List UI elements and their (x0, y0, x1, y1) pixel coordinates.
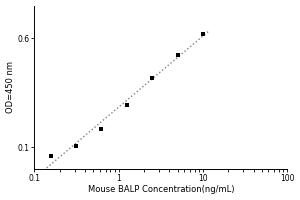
Y-axis label: OD=450 nm: OD=450 nm (6, 61, 15, 113)
X-axis label: Mouse BALP Concentration(ng/mL): Mouse BALP Concentration(ng/mL) (88, 185, 234, 194)
